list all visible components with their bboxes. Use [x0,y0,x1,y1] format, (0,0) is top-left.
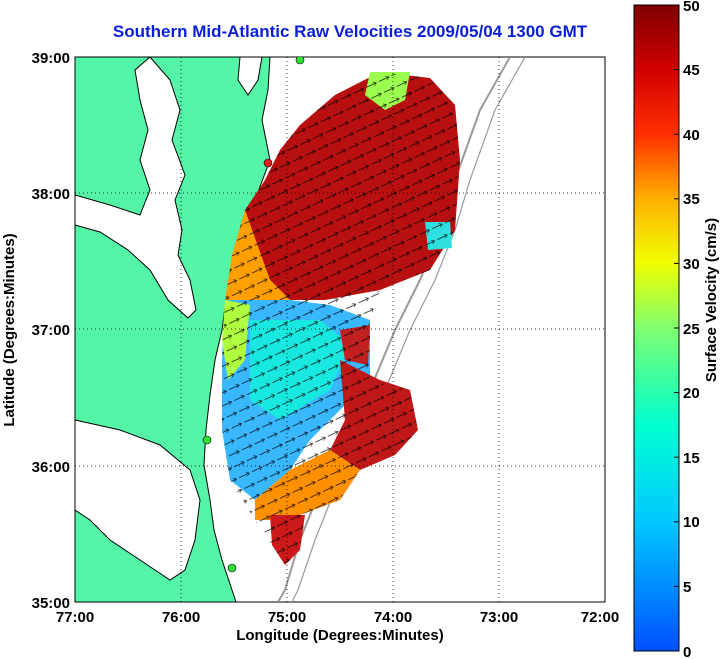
station-marker-north [295,57,305,65]
y-tick-label: 35:00 [32,595,70,612]
colorbar-tick-label: 10 [683,514,700,531]
colorbar-ticks [674,4,679,652]
x-tick-label: 72:00 [581,609,619,626]
x-axis-title: Longitude (Degrees:Minutes) [236,627,444,644]
y-tick-label: 37:00 [32,322,70,339]
y-tick-label: 39:00 [32,50,70,67]
colorbar [633,4,680,652]
grid-lines [75,57,605,602]
colorbar-tick-label: 35 [683,191,700,208]
velocity-arrows [222,72,460,565]
station-marker-mid [202,435,212,445]
bathymetry-contour-2 [291,57,526,602]
colorbar-tick-label: 40 [683,127,700,144]
station-marker-red [263,158,273,168]
y-tick-label: 38:00 [32,186,70,203]
colorbar-tick-label: 30 [683,256,700,273]
colorbar-tick-label: 45 [683,62,700,79]
colorbar-tick-label: 5 [683,579,691,596]
delaware-bay [237,57,263,96]
chesapeake-bay [75,57,197,319]
colorbar-tick-label: 15 [683,450,700,467]
x-tick-label: 76:00 [162,609,200,626]
y-tick-label: 36:00 [32,459,70,476]
colorbar-tick-label: 50 [683,0,700,15]
colorbar-tick-label: 0 [683,644,691,659]
x-tick-label: 75:00 [268,609,306,626]
colorbar-title: Surface Velocity (cm/s) [703,218,720,382]
colorbar-tick-label: 20 [683,385,700,402]
y-axis-title: Latitude (Degrees:Minutes) [1,233,18,426]
x-tick-label: 73:00 [480,609,518,626]
x-tick-label: 77:00 [56,609,94,626]
map-title: Southern Mid-Atlantic Raw Velocities 200… [112,22,588,41]
x-tick-label: 74:00 [374,609,412,626]
colorbar-tick-label: 25 [683,321,700,338]
pamlico-sound [75,419,201,581]
station-marker-south [227,563,237,573]
